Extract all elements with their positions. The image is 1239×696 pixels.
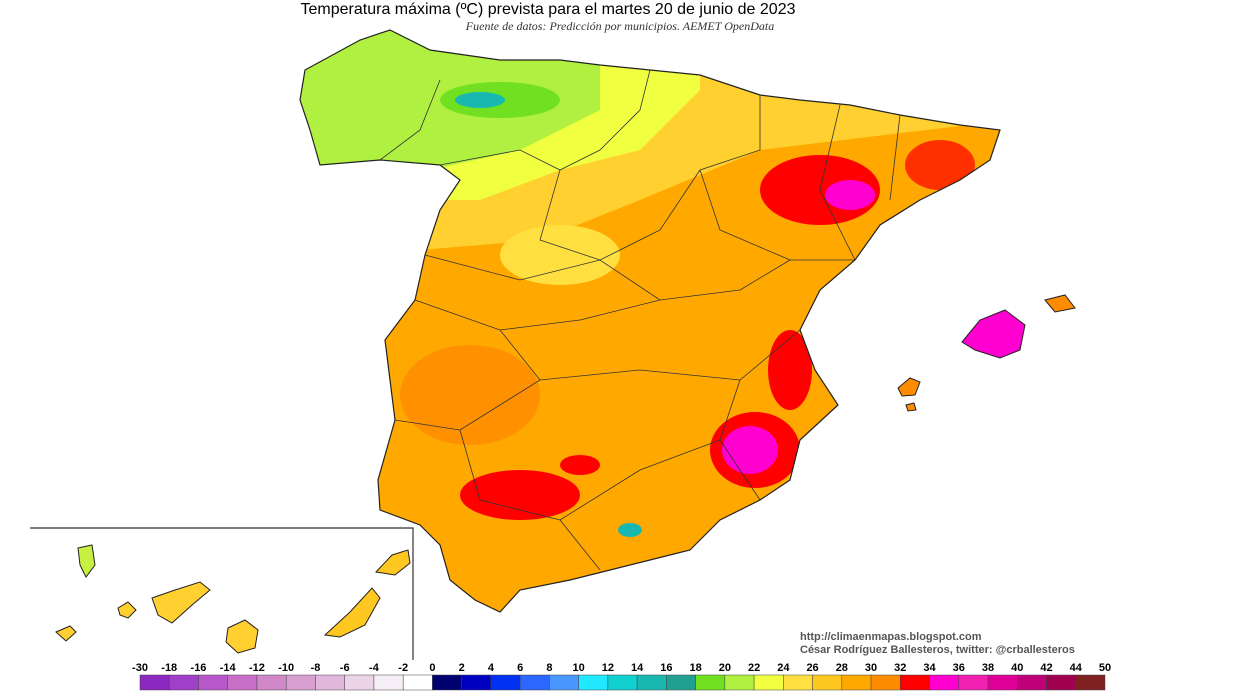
- legend-swatch: [519, 674, 550, 691]
- legend-tick-label: 36: [953, 662, 965, 674]
- province-borders: [379, 69, 901, 571]
- legend-tick-label: 4: [488, 662, 495, 674]
- canary-islands: [55, 544, 411, 654]
- legend-tick-label: -12: [249, 662, 265, 674]
- legend-tick-label: 26: [806, 662, 818, 674]
- legend-tick-label: -18: [161, 662, 177, 674]
- legend-tick-label: -14: [220, 662, 237, 674]
- legend-swatch: [1075, 674, 1106, 691]
- legend-swatch: [168, 674, 199, 691]
- legend-tick-label: 12: [602, 662, 614, 674]
- legend-tick-label: 24: [777, 662, 790, 674]
- legend-tick-label: -16: [191, 662, 207, 674]
- title: Temperatura máxima (ºC) prevista para el…: [301, 1, 796, 18]
- legend-swatch: [841, 674, 872, 691]
- canary-inset-frame: [30, 527, 414, 660]
- legend-tick-label: 20: [719, 662, 731, 674]
- legend-tick-label: -10: [278, 662, 294, 674]
- legend-swatch: [549, 674, 579, 691]
- legend-tick-label: 18: [689, 662, 701, 674]
- legend-swatch: [344, 674, 375, 691]
- legend-swatch: [783, 674, 813, 691]
- credit: César Rodríguez Ballesteros, twitter: @c…: [800, 644, 1075, 656]
- legend-tick-label: 14: [631, 662, 644, 674]
- legend-tick-label: 34: [923, 662, 936, 674]
- legend-tick-label: 30: [865, 662, 877, 674]
- legend-swatch: [256, 674, 287, 691]
- credit: http://climaenmapas.blogspot.com: [800, 631, 982, 643]
- legend-tick-label: 40: [1011, 662, 1023, 674]
- legend-tick-label: 28: [836, 662, 848, 674]
- legend-swatch: [900, 674, 930, 691]
- legend-tick-label: 50: [1099, 662, 1111, 674]
- legend-tick-label: 22: [748, 662, 760, 674]
- legend-swatch: [373, 674, 404, 691]
- legend-swatch: [578, 674, 609, 691]
- legend-swatch: [461, 674, 492, 691]
- legend-tick-label: 0: [429, 662, 435, 674]
- legend-tick-label: 44: [1070, 662, 1083, 674]
- legend-swatch: [139, 674, 170, 691]
- legend-swatch: [636, 674, 667, 691]
- legend-swatch: [227, 674, 258, 691]
- legend-tick-label: 38: [982, 662, 994, 674]
- color-legend: -30 -18 -16 -14 -12 -10 -8 -6 -4 -2 0 2 4 6 8 10 12 14 16 1…: [132, 662, 1111, 691]
- legend-swatch: [285, 674, 316, 691]
- legend-tick-label: 16: [660, 662, 672, 674]
- legend-swatch: [724, 674, 755, 691]
- legend-swatch: [695, 674, 726, 691]
- legend-swatch: [1046, 674, 1077, 691]
- legend-tick-label: 2: [459, 662, 465, 674]
- legend-tick-label: -8: [311, 662, 321, 674]
- legend-swatch: [198, 674, 228, 691]
- legend-tick-label: 10: [573, 662, 585, 674]
- legend-tick-label: 32: [894, 662, 906, 674]
- legend-tick-label: -2: [398, 662, 408, 674]
- temperature-field: [300, 30, 1000, 612]
- subtitle: Fuente de datos: Predicción por municipi…: [465, 19, 774, 33]
- legend-tick-label: -4: [369, 662, 380, 674]
- legend-swatch: [929, 674, 960, 691]
- legend-tick-label: -6: [340, 662, 350, 674]
- legend-swatch: [490, 674, 521, 691]
- legend-swatch: [402, 674, 433, 691]
- legend-swatch: [1017, 674, 1047, 691]
- legend-swatch: [315, 674, 345, 691]
- legend-swatch: [812, 674, 843, 691]
- legend-swatch: [753, 674, 784, 691]
- legend-swatch: [987, 674, 1018, 691]
- legend-tick-label: 8: [546, 662, 552, 674]
- balearic-islands: [897, 294, 1076, 412]
- legend-swatch: [870, 674, 901, 691]
- legend-swatch: [666, 674, 696, 691]
- legend-tick-label: 6: [517, 662, 523, 674]
- legend-tick-label: -30: [132, 662, 148, 674]
- legend-swatch: [607, 674, 638, 691]
- legend-swatch: [958, 674, 989, 691]
- legend-swatch: [432, 674, 462, 691]
- legend-tick-label: 42: [1040, 662, 1052, 674]
